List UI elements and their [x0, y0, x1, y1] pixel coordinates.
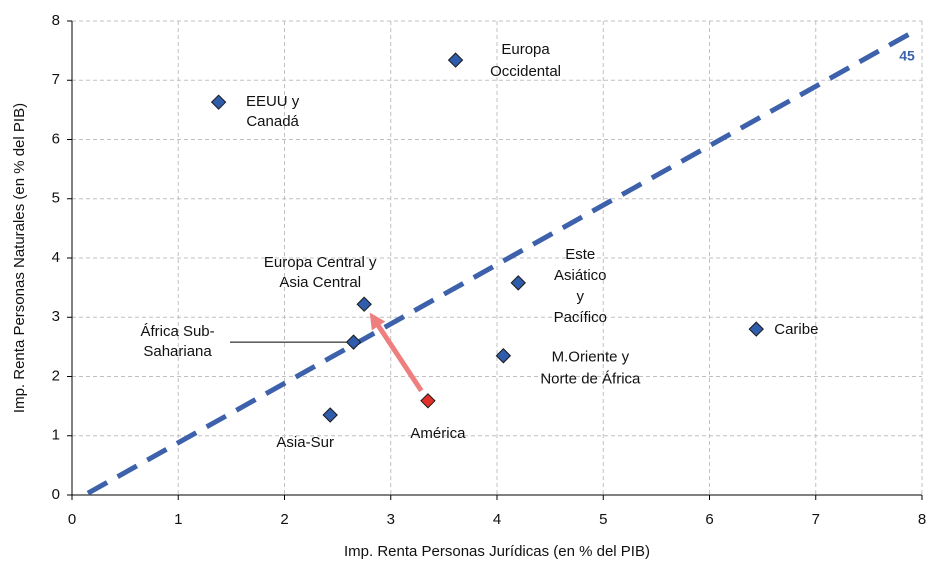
x-tick-label: 1 [174, 511, 182, 528]
point-label: África Sub- [140, 323, 214, 340]
point-label: Asia-Sur [276, 434, 334, 451]
x-tick-label: 8 [918, 511, 926, 528]
y-axis-title: Imp. Renta Personas Naturales (en % del … [11, 103, 28, 413]
point-label: EEUU y [246, 93, 300, 110]
point-label: Asia Central [279, 274, 361, 291]
x-tick-label: 7 [812, 511, 820, 528]
y-tick-label: 1 [52, 427, 60, 444]
y-tick-label: 4 [52, 249, 60, 266]
point-label: Europa Central y [264, 254, 377, 271]
y-tick-label: 7 [52, 71, 60, 88]
y-tick-label: 2 [52, 367, 60, 384]
point-label: y [577, 288, 585, 305]
point-label: América [410, 425, 466, 442]
data-point [356, 296, 372, 312]
point-label: M.Oriente y [552, 349, 630, 366]
x-tick-label: 2 [280, 511, 288, 528]
point-label: Europa [501, 41, 550, 58]
point-label: Sahariana [143, 343, 212, 360]
point-label: Caribe [774, 321, 818, 338]
x-tick-label: 6 [705, 511, 713, 528]
y-tick-label: 8 [52, 12, 60, 29]
y-tick-label: 3 [52, 308, 60, 325]
arrow-head [369, 312, 386, 331]
reference-label: 45 [899, 48, 915, 64]
point-label: Este [565, 246, 595, 263]
point-label: Pacífico [554, 309, 607, 326]
y-tick-label: 6 [52, 130, 60, 147]
data-point [210, 94, 227, 110]
point-label: Norte de África [540, 371, 641, 388]
arrow-shaft [372, 317, 424, 393]
reference-line [86, 27, 918, 496]
x-tick-label: 3 [387, 511, 395, 528]
x-tick-label: 0 [68, 511, 76, 528]
y-tick-label: 5 [52, 190, 60, 207]
data-point [420, 393, 436, 409]
y-tick-label: 0 [52, 486, 60, 503]
data-point [345, 334, 362, 350]
x-tick-label: 4 [493, 511, 501, 528]
point-label: Occidental [490, 63, 561, 80]
data-point [510, 275, 526, 291]
data-point [447, 52, 464, 68]
data-point [495, 348, 512, 364]
data-point [748, 321, 764, 337]
x-axis-title: Imp. Renta Personas Jurídicas (en % del … [344, 543, 650, 560]
x-tick-label: 5 [599, 511, 607, 528]
point-label: Canadá [246, 113, 299, 130]
point-label: Asiático [554, 267, 607, 284]
data-point [322, 407, 338, 423]
